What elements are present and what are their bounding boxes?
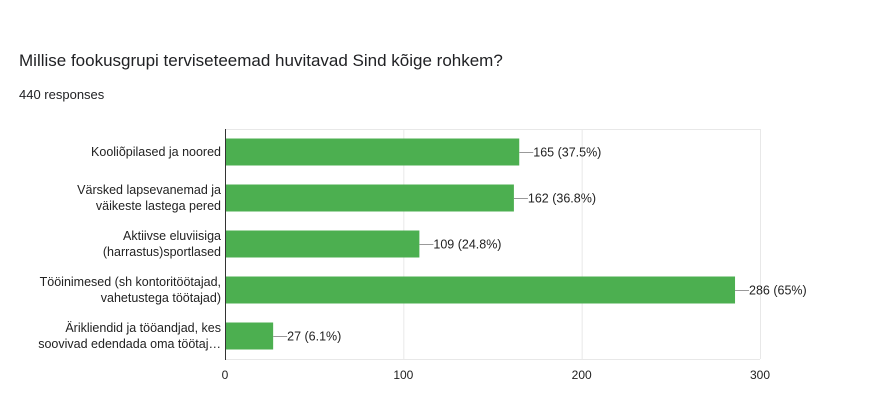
category-label-line: Aktiivse eluviisiga <box>123 229 221 243</box>
bar[interactable] <box>225 184 514 212</box>
data-label: 165 (37.5%) <box>533 146 601 160</box>
bar[interactable] <box>225 138 520 166</box>
category-label: Kooliõpilased ja noored <box>91 145 221 159</box>
question-title: Millise fookusgrupi terviseteemad huvita… <box>19 51 503 70</box>
category-label: Ärikliendid ja tööandjad, kes soovivad ed… <box>38 321 221 351</box>
x-tick-label: 300 <box>750 368 770 382</box>
bars <box>225 138 736 350</box>
bar[interactable] <box>225 276 736 304</box>
category-label-line: Ärikliendid ja tööandjad, kes <box>65 321 221 335</box>
category-label-line: väikeste lastega pered <box>96 199 221 213</box>
data-label: 27 (6.1%) <box>287 330 341 344</box>
category-label-line: soovivad edendada oma töötaj… <box>38 337 221 351</box>
data-label: 109 (24.8%) <box>433 238 501 252</box>
category-label: Tööinimesed (sh kontoritöötajad, vahetust… <box>40 275 221 305</box>
category-label-line: Tööinimesed (sh kontoritöötajad, <box>40 275 221 289</box>
category-label: Värsked lapsevanemad ja väikeste lastega … <box>77 183 221 213</box>
category-label-line: vahetustega töötajad) <box>101 291 221 305</box>
category-label-line: Värsked lapsevanemad ja <box>77 183 221 197</box>
data-label: 162 (36.8%) <box>528 192 596 206</box>
category-label-line: Kooliõpilased ja noored <box>91 145 221 159</box>
response-count: 440 responses <box>19 87 105 102</box>
category-label-line: (harrastus)sportlased <box>103 245 221 259</box>
x-tick-label: 100 <box>393 368 413 382</box>
bar[interactable] <box>225 230 420 258</box>
bar[interactable] <box>225 322 274 350</box>
labels: 0 100 200 300 Kooliõpilased ja noored 165 (37… <box>38 145 806 382</box>
category-label: Aktiivse eluviisiga (harrastus)sportlased <box>103 229 221 259</box>
x-tick-label: 200 <box>572 368 592 382</box>
data-label: 286 (65%) <box>749 284 807 298</box>
x-tick-label: 0 <box>222 368 229 382</box>
